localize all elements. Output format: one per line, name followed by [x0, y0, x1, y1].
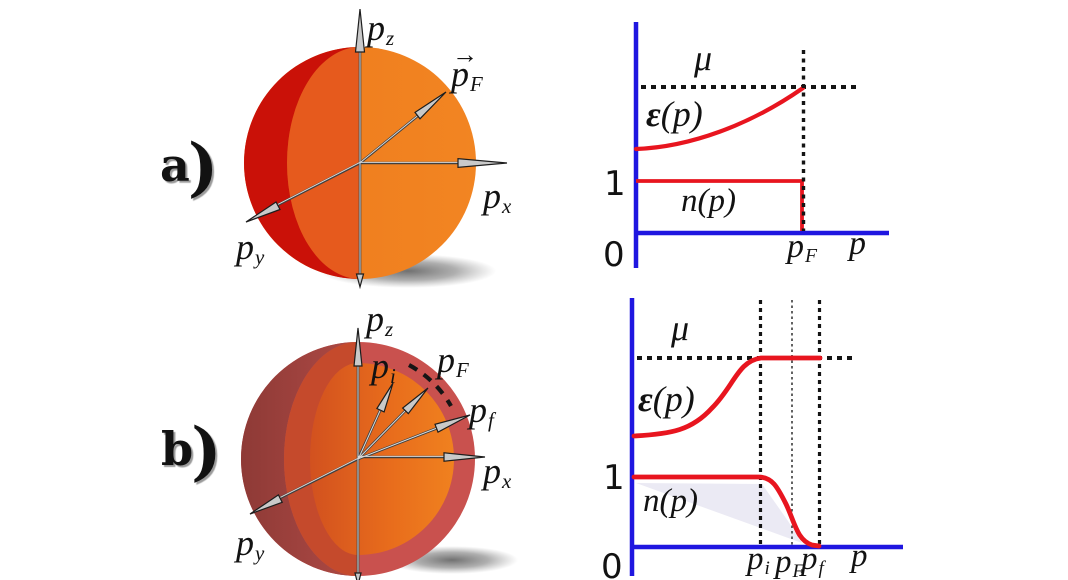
- label-a-mu: μ: [694, 38, 713, 78]
- sphere-b-orange-core: [310, 363, 454, 555]
- label-b-pi: pi: [371, 346, 396, 388]
- label-b-pF-tick: pF: [775, 544, 805, 580]
- label-b-pf-tick: pf: [801, 541, 824, 579]
- label-a-px: px: [483, 176, 512, 218]
- label-b-pF: pF: [437, 340, 469, 382]
- label-b-one: 1: [603, 458, 625, 498]
- plot-b-n-curve: [631, 474, 822, 549]
- label-a-n: n(p): [681, 183, 736, 219]
- label-b-pi-tick: pi: [747, 541, 770, 579]
- label-b-pf: pf: [469, 390, 494, 432]
- label-b-pz: pz: [366, 299, 394, 341]
- label-b-n: n(p): [643, 483, 698, 519]
- label-a-zero: 0: [603, 235, 625, 275]
- sphere-a-mid-slice: [287, 47, 360, 279]
- sphere-b: [241, 327, 518, 580]
- plot-a: [633, 22, 889, 268]
- label-a-py: py: [236, 227, 265, 269]
- vector-arrow: →: [452, 40, 478, 69]
- plot-a-epsilon-curve: [633, 85, 806, 152]
- sphere-b-maroon-crescent: [241, 342, 358, 576]
- label-a-pF-tick: pF: [787, 228, 818, 267]
- label-b-px: px: [483, 451, 512, 493]
- label-b-mu: μ: [671, 308, 690, 348]
- label-b-zero: 0: [601, 547, 623, 580]
- label-a-p-axis: p: [849, 225, 866, 262]
- label-a-pF: pF: [451, 54, 483, 96]
- panel-b-tag: b): [161, 414, 222, 489]
- panel-a-tag: a): [160, 130, 219, 205]
- sphere-a: [244, 8, 508, 290]
- sphere-a-arrowheads: [245, 8, 508, 290]
- sphere-a-red-wedge: [244, 47, 360, 279]
- label-b-py: py: [236, 523, 265, 565]
- label-a-pz: pz: [367, 8, 395, 50]
- plot-b-epsilon-curve: [631, 355, 823, 439]
- label-b-epsilon: ε(p): [638, 379, 695, 419]
- label-a-one: 1: [604, 164, 626, 204]
- label-b-p-axis: p: [851, 538, 868, 574]
- sphere-b-pF-dashed-arc: [407, 363, 453, 408]
- sphere-b-arrowheads: [249, 327, 486, 580]
- label-a-epsilon: ε(p): [646, 94, 703, 134]
- plot-b: [629, 298, 903, 576]
